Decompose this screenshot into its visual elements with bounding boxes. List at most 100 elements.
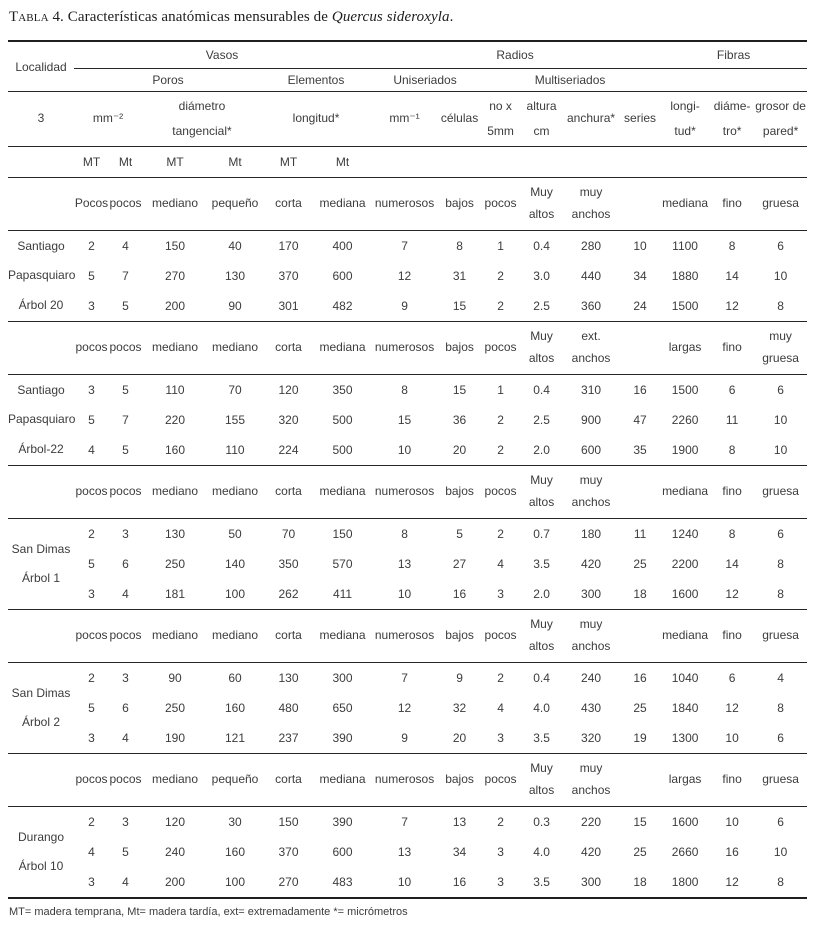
value-cell: 301 [262,291,315,322]
value-cell: 35 [620,435,661,466]
value-cell: 12 [710,291,755,322]
col-header-fibra-longitud: longi- tud* [660,91,711,147]
locality-spacer-cell [8,177,74,231]
locality-spacer-cell [8,465,74,519]
data-row: San Dimas Árbol 1 2 3 130 50 70 150 8 5 2 0.7 180 11… [8,518,807,610]
table-body: Pocos pocos mediano pequeño corta mediana nume… [8,177,808,899]
value-cell: 8 [754,867,808,899]
value-cell: 2.5 [521,291,563,322]
fibras-group-header: Fibras [660,41,808,69]
value-cell: 570 [332,557,353,571]
value-cell: 3 [88,383,95,397]
value-cell: 12 [710,579,755,610]
value-cell: 3.5 [521,723,563,754]
value-cell: 90 [168,671,182,685]
value-cell: 70 [281,527,296,541]
value-cell: 18 [620,579,661,610]
qualitative-cell [620,177,661,231]
qualitative-cell: pocos [480,465,522,519]
value-cell: 600 [332,845,353,859]
value-cell: 0.4 [533,239,550,253]
value-cell: 500 [315,435,371,466]
value-cell: 190 [142,723,208,754]
elementos-subheader: Elementos [262,68,371,92]
qualitative-cell: mediana [315,321,371,375]
qualitative-row: pocos pocos mediano pequeño corta mediana nume… [8,753,808,807]
qualitative-cell: pequeño [208,177,262,231]
value-cell: 15 [397,413,412,427]
value-cell: 370 [278,269,299,283]
value-cell: 4 [122,239,129,253]
season-header-row: MT Mt MT Mt MT Mt [8,146,808,178]
qualitative-cell: mediana [315,177,371,231]
season-header-mt: MT [142,146,208,178]
qualitative-row: pocos pocos mediano mediano corta mediana nume… [8,609,808,663]
season-header-mt-late: Mt [208,146,262,178]
value-cell: 32 [452,701,467,715]
qualitative-cell: Muy altos [521,465,563,519]
value-cell: 8 [777,701,784,715]
uniseriados-subheader: Uniseriados [370,68,481,92]
value-cell: 10 [710,723,755,754]
value-cell: 11 [633,527,647,541]
value-cell: 8 [728,527,736,541]
value-cell: 7 [122,413,129,427]
value-cell: 300 [562,579,621,610]
qualitative-cell: pocos [109,177,142,231]
value-cell: 10 [633,239,647,253]
value-cell: 5 [88,269,95,283]
value-cell: 100 [208,867,262,899]
qualitative-cell: pocos [74,321,109,375]
locality-cell: Santiago Papasquiaro Árbol 20 [8,230,75,322]
value-cell: 5 [88,413,95,427]
col-header-mm1: mm⁻¹ [370,91,440,147]
value-cell: 10 [773,269,788,283]
value-cell: 320 [562,723,621,754]
qualitative-cell: bajos [439,321,481,375]
qualitative-cell: ext. anchos [562,321,621,375]
qualitative-cell: mediana [660,609,711,663]
value-cell: 25 [633,701,647,715]
value-cell: 30 [228,815,242,829]
value-cell: 0.3 [533,815,550,829]
value-cell: 6 [122,701,129,715]
value-cell: 6 [777,383,784,397]
qualitative-cell: mediana [660,465,711,519]
value-cell: 310 [581,383,602,397]
qualitative-cell: mediana [660,177,711,231]
season-spacer-right [370,146,808,178]
qualitative-cell: numerosos [370,321,440,375]
value-cell: 160 [224,701,246,715]
qualitative-cell: mediano [208,465,262,519]
value-cell: 4 [109,579,142,610]
value-cell: 2 [497,815,504,829]
value-cell: 150 [278,815,299,829]
value-cell: 1600 [660,579,711,610]
qualitative-cell: pocos [109,753,142,807]
value-cell: 2 [497,527,504,541]
value-cell: 220 [164,413,186,427]
qualitative-cell: mediano [142,465,208,519]
value-cell: 900 [581,413,602,427]
value-cell: 5 [109,291,142,322]
value-cell: 10 [370,579,440,610]
value-cell: 10 [370,435,440,466]
value-cell: 5 [109,435,142,466]
qualitative-cell: bajos [439,465,481,519]
qualitative-cell: fino [710,321,755,375]
value-cell: 237 [262,723,315,754]
value-cell: 121 [208,723,262,754]
season-header-mt-late: Mt [315,146,371,178]
qualitative-cell: numerosos [370,609,440,663]
value-cell: 280 [581,239,602,253]
qualitative-cell: pocos [109,609,142,663]
qualitative-cell: pocos [480,177,522,231]
value-cell: 14 [725,557,739,571]
qualitative-cell: pocos [74,609,109,663]
value-cell: 8 [754,291,808,322]
table-header: Localidad Vasos Radios Fibras Poros Elem… [8,41,808,178]
data-row: 4 5 160 110 224 500 10 20 2 2.0 600 35 1900 8 10 [8,435,808,466]
qualitative-cell [620,321,661,375]
qualitative-cell: mediana [315,609,371,663]
value-cell: 4 [497,557,504,571]
